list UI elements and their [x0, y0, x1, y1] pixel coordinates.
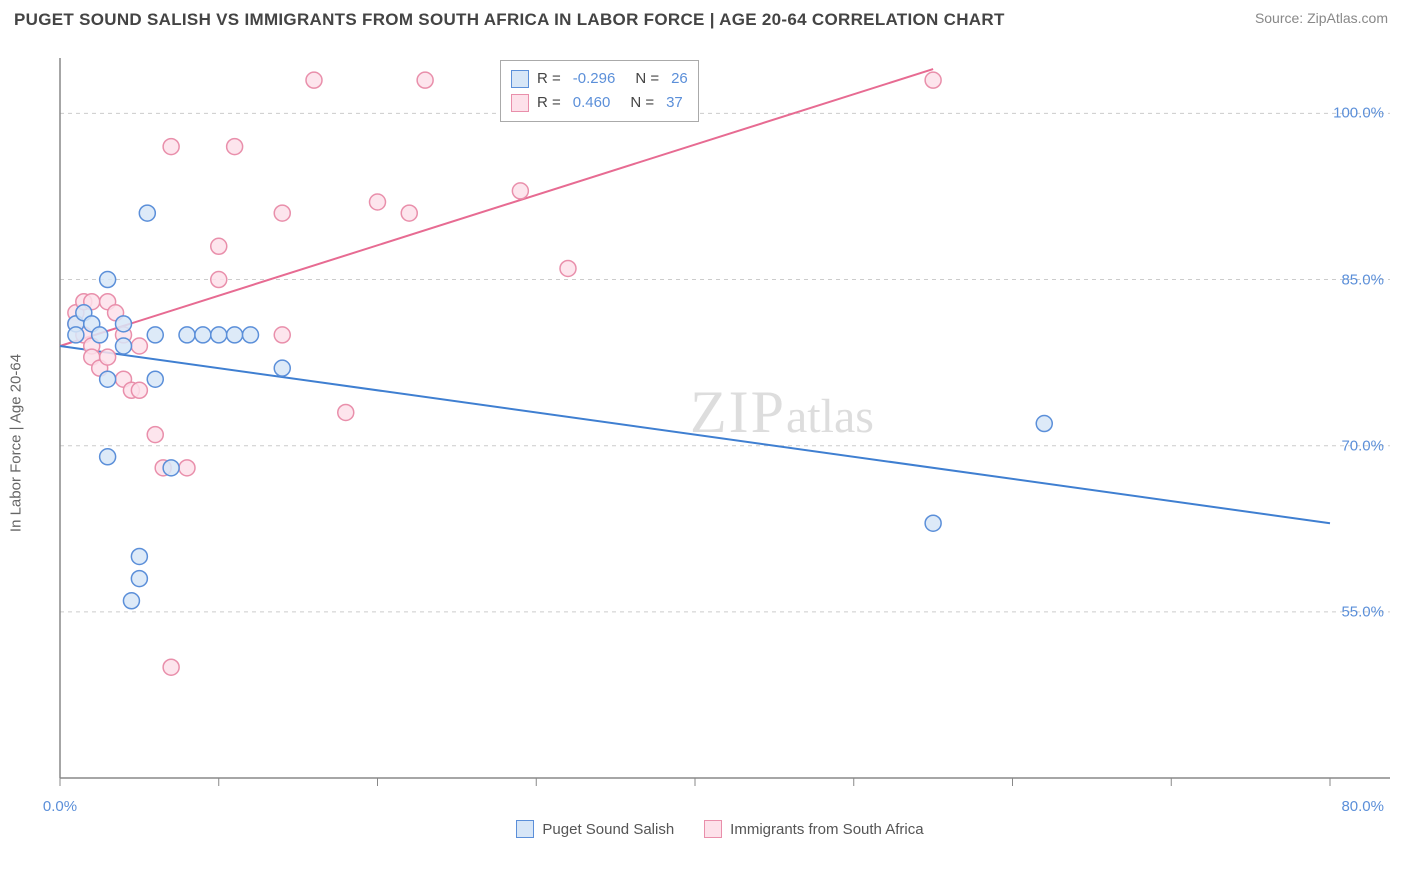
y-axis-label: In Labor Force | Age 20-64 [8, 354, 25, 532]
chart-title: PUGET SOUND SALISH VS IMMIGRANTS FROM SO… [14, 10, 1005, 30]
y-tick-label: 70.0% [1341, 437, 1384, 454]
y-tick-label: 100.0% [1333, 105, 1384, 122]
x-tick-label: 0.0% [43, 798, 77, 815]
x-tick-label: 80.0% [1341, 798, 1384, 815]
scatter-plot: ZIPatlas R =-0.296 N =26 R =0.460 N =37 [50, 48, 1390, 808]
legend-stat-row: R =-0.296 N =26 [511, 67, 688, 91]
source-label: Source: ZipAtlas.com [1255, 10, 1388, 26]
series-legend: Puget Sound Salish Immigrants from South … [50, 820, 1390, 838]
y-tick-label: 55.0% [1341, 603, 1384, 620]
legend-item: Puget Sound Salish [516, 820, 674, 838]
legend-stat-row: R =0.460 N =37 [511, 91, 688, 115]
legend-item: Immigrants from South Africa [704, 820, 923, 838]
chart-area: In Labor Force | Age 20-64 ZIPatlas R =-… [50, 48, 1390, 838]
correlation-legend: R =-0.296 N =26 R =0.460 N =37 [500, 60, 699, 122]
y-tick-label: 85.0% [1341, 271, 1384, 288]
